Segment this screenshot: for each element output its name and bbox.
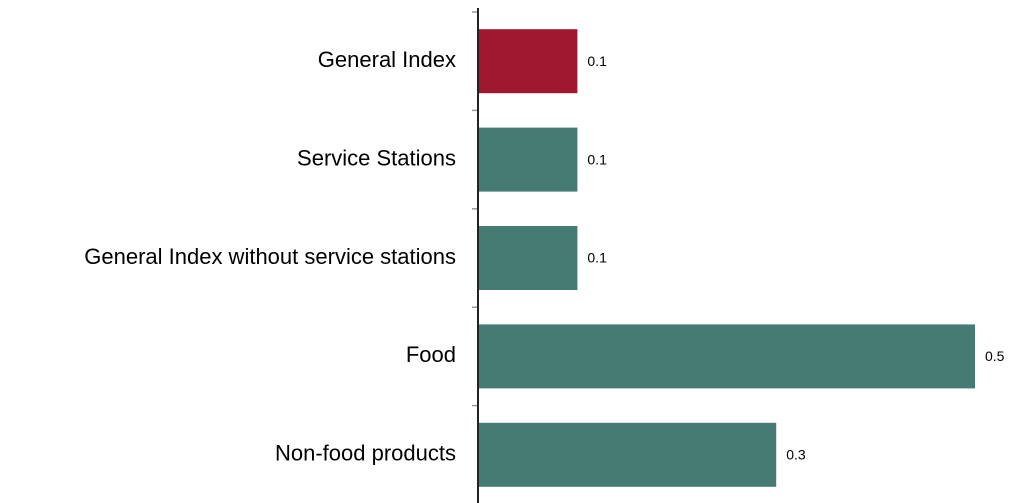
bar [478,226,578,290]
value-label: 0.5 [985,348,1005,364]
category-label: Food [406,342,456,367]
category-label: General Index without service stations [84,244,456,269]
category-label: Service Stations [297,145,456,170]
value-label: 0.1 [587,151,607,167]
category-label: General Index [318,47,456,72]
bar [478,29,578,94]
bar [478,422,777,487]
bar [478,324,975,389]
value-label: 0.1 [587,53,607,69]
value-label: 0.1 [587,250,607,266]
category-label: Non-food products [275,441,456,466]
bar [478,127,578,192]
value-label: 0.3 [786,447,806,463]
